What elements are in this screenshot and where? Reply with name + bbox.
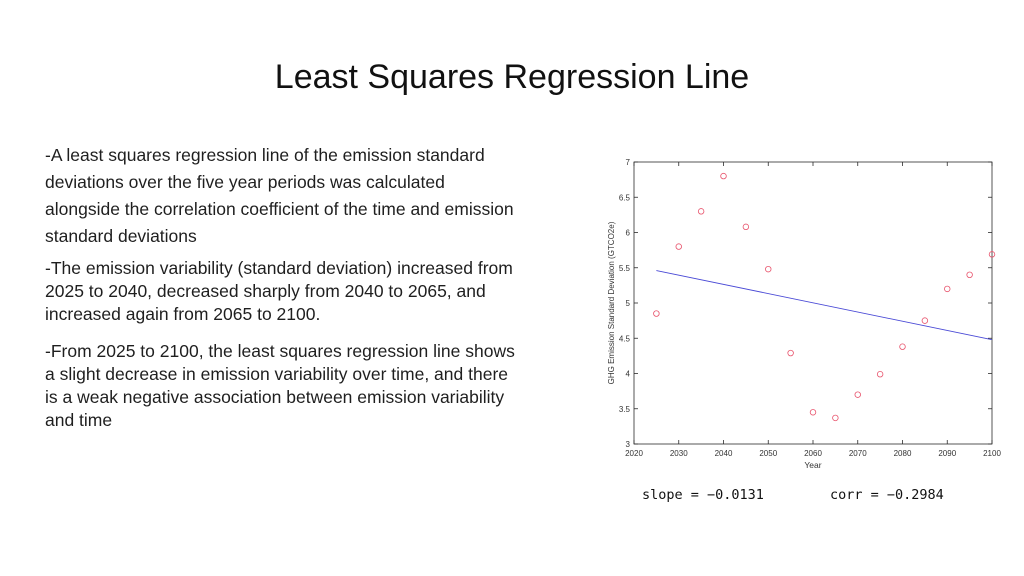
scatter-point bbox=[742, 223, 750, 231]
scatter-point bbox=[854, 391, 861, 398]
x-tick-label: 2060 bbox=[804, 449, 822, 458]
x-tick-label: 2100 bbox=[983, 449, 1001, 458]
scatter-point bbox=[675, 243, 682, 250]
scatter-point bbox=[876, 371, 884, 378]
y-tick-label: 3 bbox=[626, 440, 631, 449]
slope-readout: slope = −0.0131 bbox=[642, 487, 764, 503]
y-tick-label: 3.5 bbox=[619, 405, 631, 414]
scatter-point bbox=[697, 208, 705, 215]
scatter-point bbox=[765, 265, 772, 273]
x-tick-label: 2040 bbox=[715, 449, 733, 458]
bullet-list: -A least squares regression line of the … bbox=[45, 142, 515, 432]
x-tick-label: 2080 bbox=[894, 449, 912, 458]
scatter-point bbox=[787, 349, 794, 357]
y-tick-label: 6.5 bbox=[619, 193, 631, 202]
x-tick-label: 2050 bbox=[759, 449, 777, 458]
y-tick-label: 5.5 bbox=[619, 264, 631, 273]
y-tick-label: 7 bbox=[626, 158, 631, 167]
scatter-point bbox=[899, 343, 906, 350]
x-tick-label: 2090 bbox=[938, 449, 956, 458]
x-tick-label: 2070 bbox=[849, 449, 867, 458]
bullet-trend: -The emission variability (standard devi… bbox=[45, 258, 513, 324]
x-tick-label: 2030 bbox=[670, 449, 688, 458]
scatter-point bbox=[809, 409, 817, 416]
scatter-point bbox=[720, 172, 727, 180]
y-axis-label: GHG Emission Standard Deviation (GTCO2e) bbox=[607, 221, 616, 384]
scatter-point bbox=[832, 414, 839, 422]
chart-svg: 2020 2030 2040 2050 2060 2070 2080 2090 2100 3 3.5… bbox=[607, 158, 1001, 470]
regression-line bbox=[656, 270, 993, 341]
x-tick-label: 2020 bbox=[625, 449, 643, 458]
slide-title: Least Squares Regression Line bbox=[274, 58, 750, 96]
y-tick-label: 4 bbox=[626, 370, 631, 379]
scatter-point bbox=[653, 310, 660, 317]
scatter-point bbox=[921, 317, 929, 324]
scatter-point bbox=[944, 285, 951, 293]
y-tick-label: 4.5 bbox=[619, 334, 631, 343]
bullet-conclusion: -From 2025 to 2100, the least squares re… bbox=[45, 341, 515, 430]
x-axis-label: Year bbox=[804, 460, 821, 470]
scatter-point bbox=[988, 251, 996, 258]
scatter-chart: 2020 2030 2040 2050 2060 2070 2080 2090 2100 3 3.5… bbox=[600, 150, 1004, 480]
scatter-point bbox=[966, 271, 973, 278]
bullet-method: -A least squares regression line of the … bbox=[45, 145, 514, 246]
corr-readout: corr = −0.2984 bbox=[830, 487, 944, 503]
y-tick-label: 5 bbox=[626, 299, 631, 308]
y-tick-label: 6 bbox=[626, 229, 631, 238]
